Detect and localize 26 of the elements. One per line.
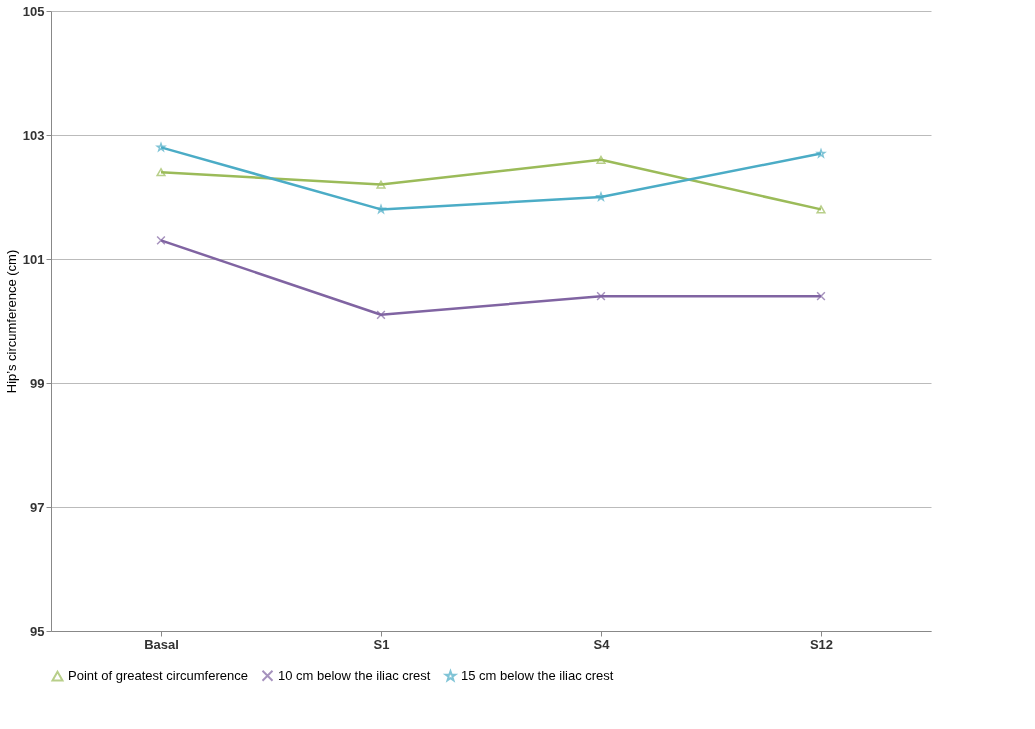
point [156,235,166,246]
point [376,204,386,214]
point [376,180,386,189]
y-tick-label: 101 [22,251,45,267]
legend-label: 10 cm below the iliac crest [278,667,431,683]
y-axis-title: Hip’s circumference (cm) [3,249,19,394]
point [156,142,166,152]
y-tick-label: 103 [22,127,45,143]
x-tick-label: S12 [809,636,834,652]
legend-label: 15 cm below the iliac crest [461,668,614,684]
point [816,291,826,301]
point [596,155,606,164]
point [816,205,826,214]
point [596,192,606,201]
x-tick-label: S4 [593,636,611,652]
y-tick-label: 99 [30,375,45,391]
point [816,148,826,158]
x-tick-label: S1 [373,636,390,652]
legend-label: Point of greatest circumference [68,668,248,684]
x-tick-label: Basal [144,636,179,652]
point [156,168,166,177]
y-tick-label: 105 [22,3,45,19]
point [376,310,386,320]
point [596,291,606,301]
y-tick-label: 97 [30,499,45,515]
y-tick-label: 95 [30,623,45,639]
